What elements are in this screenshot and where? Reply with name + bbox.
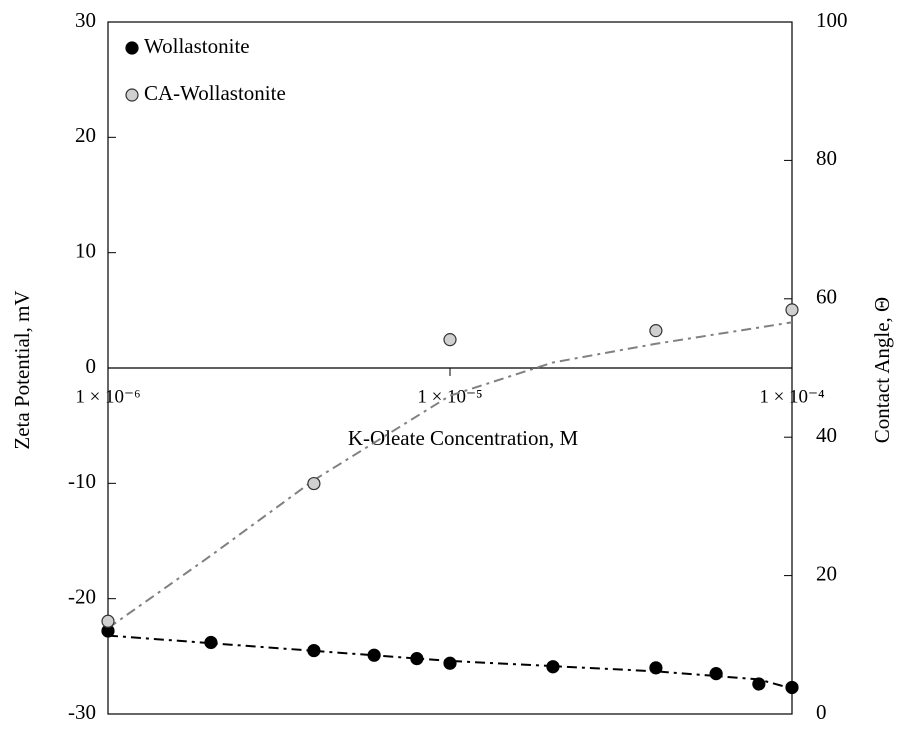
point xyxy=(101,614,115,628)
y2-axis-title: Contact Angle, Θ xyxy=(870,297,894,443)
y-tick-label: -10 xyxy=(68,469,96,493)
point xyxy=(785,680,799,695)
y2-tick-label: 0 xyxy=(816,700,827,724)
y2-tick-label: 60 xyxy=(816,285,837,309)
x-tick-label: 1 × 10⁻⁶ xyxy=(75,386,140,407)
y-tick-label: -30 xyxy=(68,700,96,724)
point xyxy=(649,661,663,675)
point xyxy=(546,660,560,674)
y-axis-title: Zeta Potential, mV xyxy=(10,290,34,449)
point xyxy=(443,333,457,347)
x-axis-title: K-Oleate Concentration, M xyxy=(348,426,579,450)
legend-marker xyxy=(125,41,139,55)
legend-label: CA-Wollastonite xyxy=(144,81,286,105)
y-tick-label: 20 xyxy=(75,123,96,147)
y2-tick-label: 40 xyxy=(816,423,837,447)
legend-marker xyxy=(125,88,139,102)
trendline xyxy=(107,321,793,630)
point xyxy=(443,656,457,670)
y-tick-label: 10 xyxy=(75,238,96,262)
point xyxy=(649,324,663,338)
x-tick-label: 1 × 10⁻⁵ xyxy=(417,386,482,407)
x-tick-label: 1 × 10⁻⁴ xyxy=(759,386,825,407)
point xyxy=(307,643,321,658)
y-tick-label: 30 xyxy=(75,8,96,32)
point xyxy=(410,652,424,666)
point xyxy=(204,635,218,650)
y2-tick-label: 80 xyxy=(816,146,837,170)
point xyxy=(785,303,799,317)
legend-label: Wollastonite xyxy=(144,34,250,58)
point xyxy=(307,476,321,491)
y-tick-label: -20 xyxy=(68,584,96,608)
y2-tick-label: 20 xyxy=(816,561,837,585)
point xyxy=(709,667,723,681)
y-tick-label: 0 xyxy=(86,354,97,378)
point xyxy=(752,677,766,691)
point xyxy=(367,648,381,662)
y2-tick-label: 100 xyxy=(816,8,848,32)
